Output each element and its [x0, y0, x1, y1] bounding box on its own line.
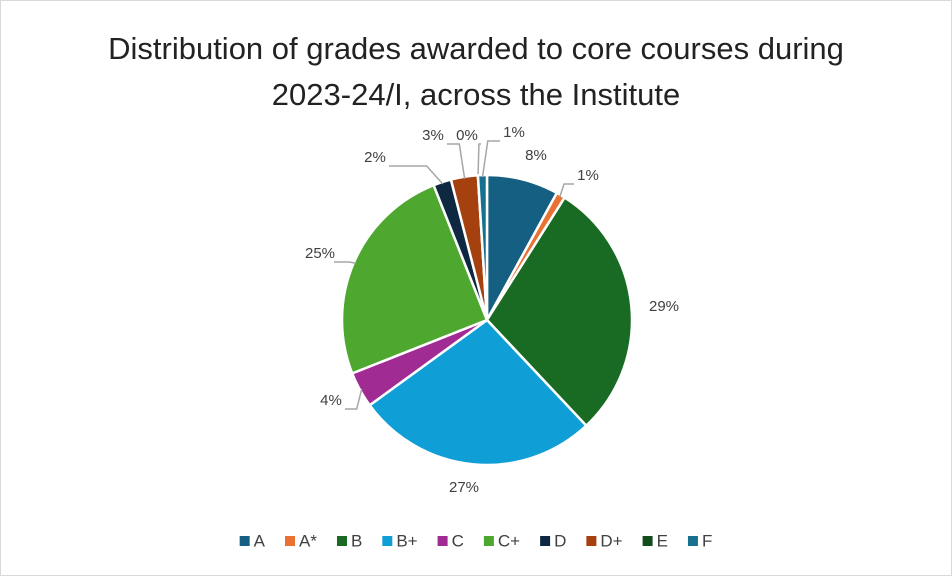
leader-line [345, 388, 363, 410]
data-label: 8% [525, 147, 547, 164]
legend-label: B [351, 531, 362, 550]
legend-swatch [483, 536, 494, 546]
legend-swatch [586, 536, 597, 546]
legend-label: A [254, 531, 266, 550]
legend-label: F [702, 531, 712, 550]
data-label: 27% [449, 479, 479, 496]
legend-swatch [336, 536, 347, 546]
legend-label: D+ [600, 531, 622, 550]
data-label: 0% [456, 127, 478, 144]
legend-label: A* [299, 531, 317, 550]
pie-slice [485, 195, 634, 428]
legend-swatch [285, 536, 296, 546]
data-label: 1% [577, 167, 599, 184]
legend-label: E [657, 531, 668, 550]
data-label: 3% [422, 127, 444, 144]
data-label: 2% [364, 149, 386, 166]
leader-line [447, 143, 466, 179]
legend-label: C [452, 531, 464, 550]
legend-label: D [554, 531, 566, 550]
pie-slice [367, 318, 589, 467]
data-label: 29% [649, 298, 679, 315]
leader-line [334, 261, 356, 264]
legend-swatch [687, 536, 698, 546]
leader-line [389, 165, 444, 185]
leader-line [481, 140, 500, 178]
legend-swatch [642, 536, 653, 546]
legend-swatch [540, 536, 551, 546]
legend-label: B+ [396, 531, 417, 550]
legend-swatch [382, 536, 393, 546]
leader-line [477, 143, 481, 178]
data-label: 1% [503, 124, 525, 141]
chart-title: Distribution of grades awarded to core c… [108, 31, 844, 112]
legend-label: C+ [498, 531, 520, 550]
data-label: 25% [305, 245, 335, 262]
legend-swatch [239, 536, 250, 546]
leader-line [559, 183, 574, 198]
legend-swatch [437, 536, 448, 546]
data-label: 4% [320, 392, 342, 409]
